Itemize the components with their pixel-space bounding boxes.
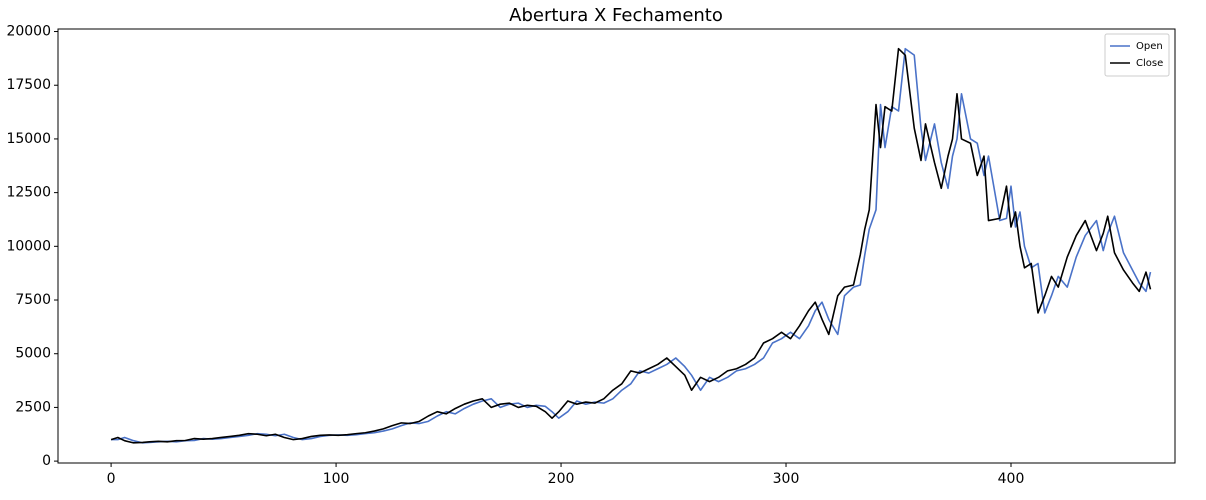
y-tick-label: 17500: [6, 77, 51, 93]
chart-title: Abertura X Fechamento: [509, 5, 723, 26]
legend-label: Close: [1136, 58, 1163, 69]
y-tick-label: 5000: [15, 346, 51, 362]
y-tick-label: 10000: [6, 238, 51, 254]
y-tick-label: 7500: [15, 292, 51, 308]
x-tick-label: 100: [323, 471, 350, 487]
line-series: [110, 47, 1152, 444]
y-tick-label: 20000: [6, 24, 51, 40]
y-tick-label: 2500: [15, 399, 51, 415]
x-tick-label: 300: [773, 471, 800, 487]
x-tick-label: 400: [998, 471, 1025, 487]
legend-label: Open: [1136, 41, 1163, 52]
x-tick-label: 0: [107, 471, 116, 487]
line-series: [111, 47, 1152, 444]
y-tick-label: 15000: [6, 131, 51, 147]
legend: Open Close: [1104, 33, 1170, 77]
y-tick-label: 12500: [6, 185, 51, 201]
plot-frame: [57, 28, 1176, 464]
y-tick-label: 0: [42, 453, 51, 469]
x-tick-label: 200: [548, 471, 575, 487]
legend-box: [1104, 33, 1170, 77]
